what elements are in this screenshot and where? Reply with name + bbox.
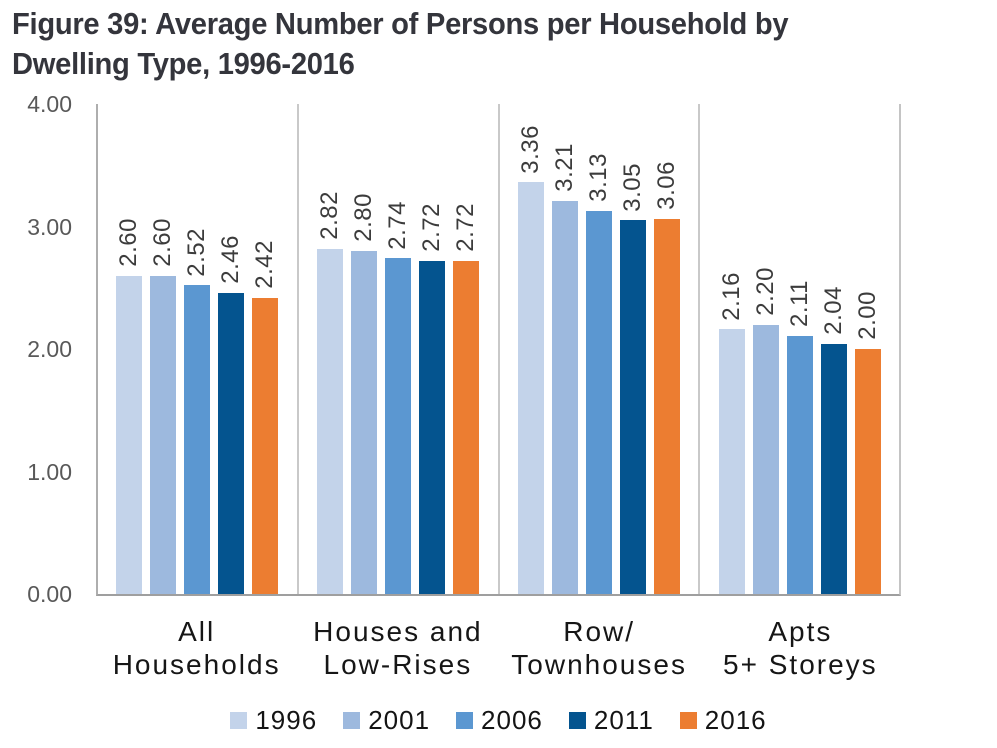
legend-label: 2001 (368, 705, 431, 735)
y-axis-tick-label: 2.00 (27, 336, 72, 362)
bar (317, 248, 344, 594)
bar-value-label: 3.05 (618, 162, 646, 212)
bar-value-label: 3.36 (516, 124, 544, 174)
legend: 1996 2001 2006 2011 2016 (96, 705, 901, 736)
bar-with-label: 2.74 (384, 200, 412, 594)
bar-value-label: 2.16 (717, 271, 745, 321)
bar (419, 260, 446, 594)
bar-with-label: 2.60 (115, 217, 143, 594)
legend-swatch (343, 712, 361, 729)
bar (551, 200, 578, 594)
bar-value-label: 3.06 (652, 161, 680, 211)
bar-with-label: 3.05 (618, 162, 646, 594)
category-axis-label: Apts 5+ Storeys (723, 616, 878, 680)
bar (517, 182, 544, 594)
bar-with-label: 2.72 (452, 203, 480, 594)
legend-label: 2016 (704, 705, 767, 735)
bar-value-label: 2.80 (350, 193, 378, 242)
bar-with-label: 2.82 (316, 190, 344, 594)
bar (252, 297, 279, 594)
bar-with-label: 2.46 (217, 234, 245, 594)
bar (786, 335, 813, 594)
bar-with-label: 2.11 (785, 279, 813, 594)
bar-value-label: 2.46 (217, 234, 245, 284)
category-group: 2.60 2.60 2.52 2.46 2.42 (98, 104, 297, 594)
legend-item: 2006 (456, 705, 543, 736)
y-axis-tick-label: 1.00 (27, 458, 72, 485)
bar (351, 251, 378, 594)
bar (218, 292, 245, 594)
bar-with-label: 2.00 (853, 291, 881, 594)
category-group: 2.16 2.20 2.11 2.04 2.00 (698, 104, 899, 594)
bar-value-label: 2.60 (149, 217, 177, 267)
x-axis-labels: All Households Houses and Low-Rises Row/ T… (96, 615, 901, 681)
bar (752, 324, 779, 594)
bar-with-label: 2.60 (149, 217, 177, 594)
bar-with-label: 3.06 (652, 161, 680, 594)
legend-swatch (679, 712, 697, 729)
legend-label: 2011 (593, 705, 654, 735)
chart-title-line-2: Dwelling Type, 1996-2016 (12, 46, 355, 81)
bar-with-label: 2.72 (418, 203, 446, 594)
bar (653, 219, 680, 594)
bar-value-label: 3.21 (550, 143, 578, 192)
bar-with-label: 3.21 (550, 143, 578, 594)
y-axis-tick-label: 0.00 (27, 581, 72, 607)
bar-value-label: 2.00 (853, 291, 881, 340)
bar-value-label: 2.20 (751, 266, 779, 316)
bar (854, 349, 881, 594)
bar-value-label: 2.72 (418, 203, 446, 252)
bar-value-label: 2.11 (785, 279, 813, 327)
bar-value-label: 3.13 (584, 152, 612, 202)
bar (184, 285, 211, 594)
bar-value-label: 2.60 (115, 217, 143, 267)
category-axis-label: All Households (112, 616, 281, 680)
bar (385, 258, 412, 594)
bar-value-label: 2.74 (384, 200, 412, 250)
legend-swatch (456, 712, 474, 729)
legend-item: 2001 (343, 705, 430, 736)
bar (116, 275, 143, 594)
legend-item: 2016 (679, 705, 767, 736)
bar-with-label: 2.20 (751, 266, 779, 594)
plot-area: 2.60 2.60 2.52 2.46 2.42 2.82 2.80 2.74 2.72 2.72… (96, 104, 901, 596)
y-axis: 4.00 3.00 2.00 1.00 0.00 (0, 0, 72, 748)
bar-value-label: 2.04 (819, 286, 847, 336)
bar-with-label: 2.04 (819, 286, 847, 594)
bar-value-label: 2.52 (183, 227, 211, 277)
bar-with-label: 3.13 (584, 152, 612, 594)
bar (453, 260, 480, 594)
legend-swatch (568, 712, 586, 729)
bar (820, 344, 847, 594)
y-axis-tick-label: 3.00 (27, 213, 72, 240)
bar-with-label: 2.52 (183, 227, 211, 594)
legend-label: 2006 (481, 705, 543, 735)
bar-with-label: 2.42 (251, 239, 279, 594)
legend-item: 1996 (230, 705, 317, 736)
legend-swatch (230, 712, 248, 729)
bar (619, 220, 646, 594)
bar (718, 329, 745, 594)
category-axis-label: Row/ Townhouses (511, 616, 687, 680)
legend-label: 1996 (255, 705, 318, 735)
bar-with-label: 2.80 (350, 193, 378, 594)
bar (585, 210, 612, 594)
chart-title-line-1: Figure 39: Average Number of Persons per… (12, 6, 789, 41)
y-axis-tick-label: 4.00 (27, 91, 72, 117)
bar-value-label: 2.72 (452, 203, 480, 252)
legend-item: 2011 (568, 705, 654, 736)
category-axis-label: Houses and Low-Rises (313, 616, 483, 680)
bar-value-label: 2.42 (251, 239, 279, 289)
bar-value-label: 2.82 (316, 190, 344, 240)
category-group: 3.36 3.21 3.13 3.05 3.06 (497, 104, 699, 594)
bar-with-label: 3.36 (516, 124, 544, 594)
bar (150, 275, 177, 594)
chart-title: Figure 39: Average Number of Persons per… (12, 4, 789, 84)
category-group: 2.82 2.80 2.74 2.72 2.72 (296, 104, 498, 594)
bar-with-label: 2.16 (717, 271, 745, 594)
